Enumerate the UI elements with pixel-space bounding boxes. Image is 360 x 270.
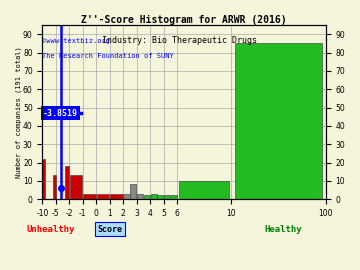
Bar — [150, 194, 157, 199]
Bar — [235, 43, 322, 199]
Bar — [171, 195, 177, 199]
Bar — [164, 195, 170, 199]
Bar — [144, 195, 150, 199]
Bar — [97, 194, 109, 199]
Bar — [130, 184, 136, 199]
Text: The Research Foundation of SUNY: The Research Foundation of SUNY — [42, 53, 174, 59]
Bar — [157, 195, 163, 199]
Bar — [65, 166, 69, 199]
Bar — [53, 175, 56, 199]
Text: Unhealthy: Unhealthy — [26, 225, 75, 234]
Text: -3.8519: -3.8519 — [43, 109, 78, 117]
Bar — [70, 175, 82, 199]
Title: Z''-Score Histogram for ARWR (2016): Z''-Score Histogram for ARWR (2016) — [81, 15, 287, 25]
Y-axis label: Number of companies (191 total): Number of companies (191 total) — [15, 46, 22, 178]
Bar — [84, 194, 96, 199]
Bar — [179, 181, 229, 199]
Bar — [42, 159, 45, 199]
Bar — [137, 194, 143, 199]
Text: ©www.textbiz.org: ©www.textbiz.org — [42, 38, 111, 44]
Bar — [110, 194, 123, 199]
Text: Industry: Bio Therapeutic Drugs: Industry: Bio Therapeutic Drugs — [103, 36, 257, 45]
Bar — [123, 194, 130, 199]
Text: Score: Score — [97, 225, 122, 234]
Text: Healthy: Healthy — [265, 225, 302, 234]
